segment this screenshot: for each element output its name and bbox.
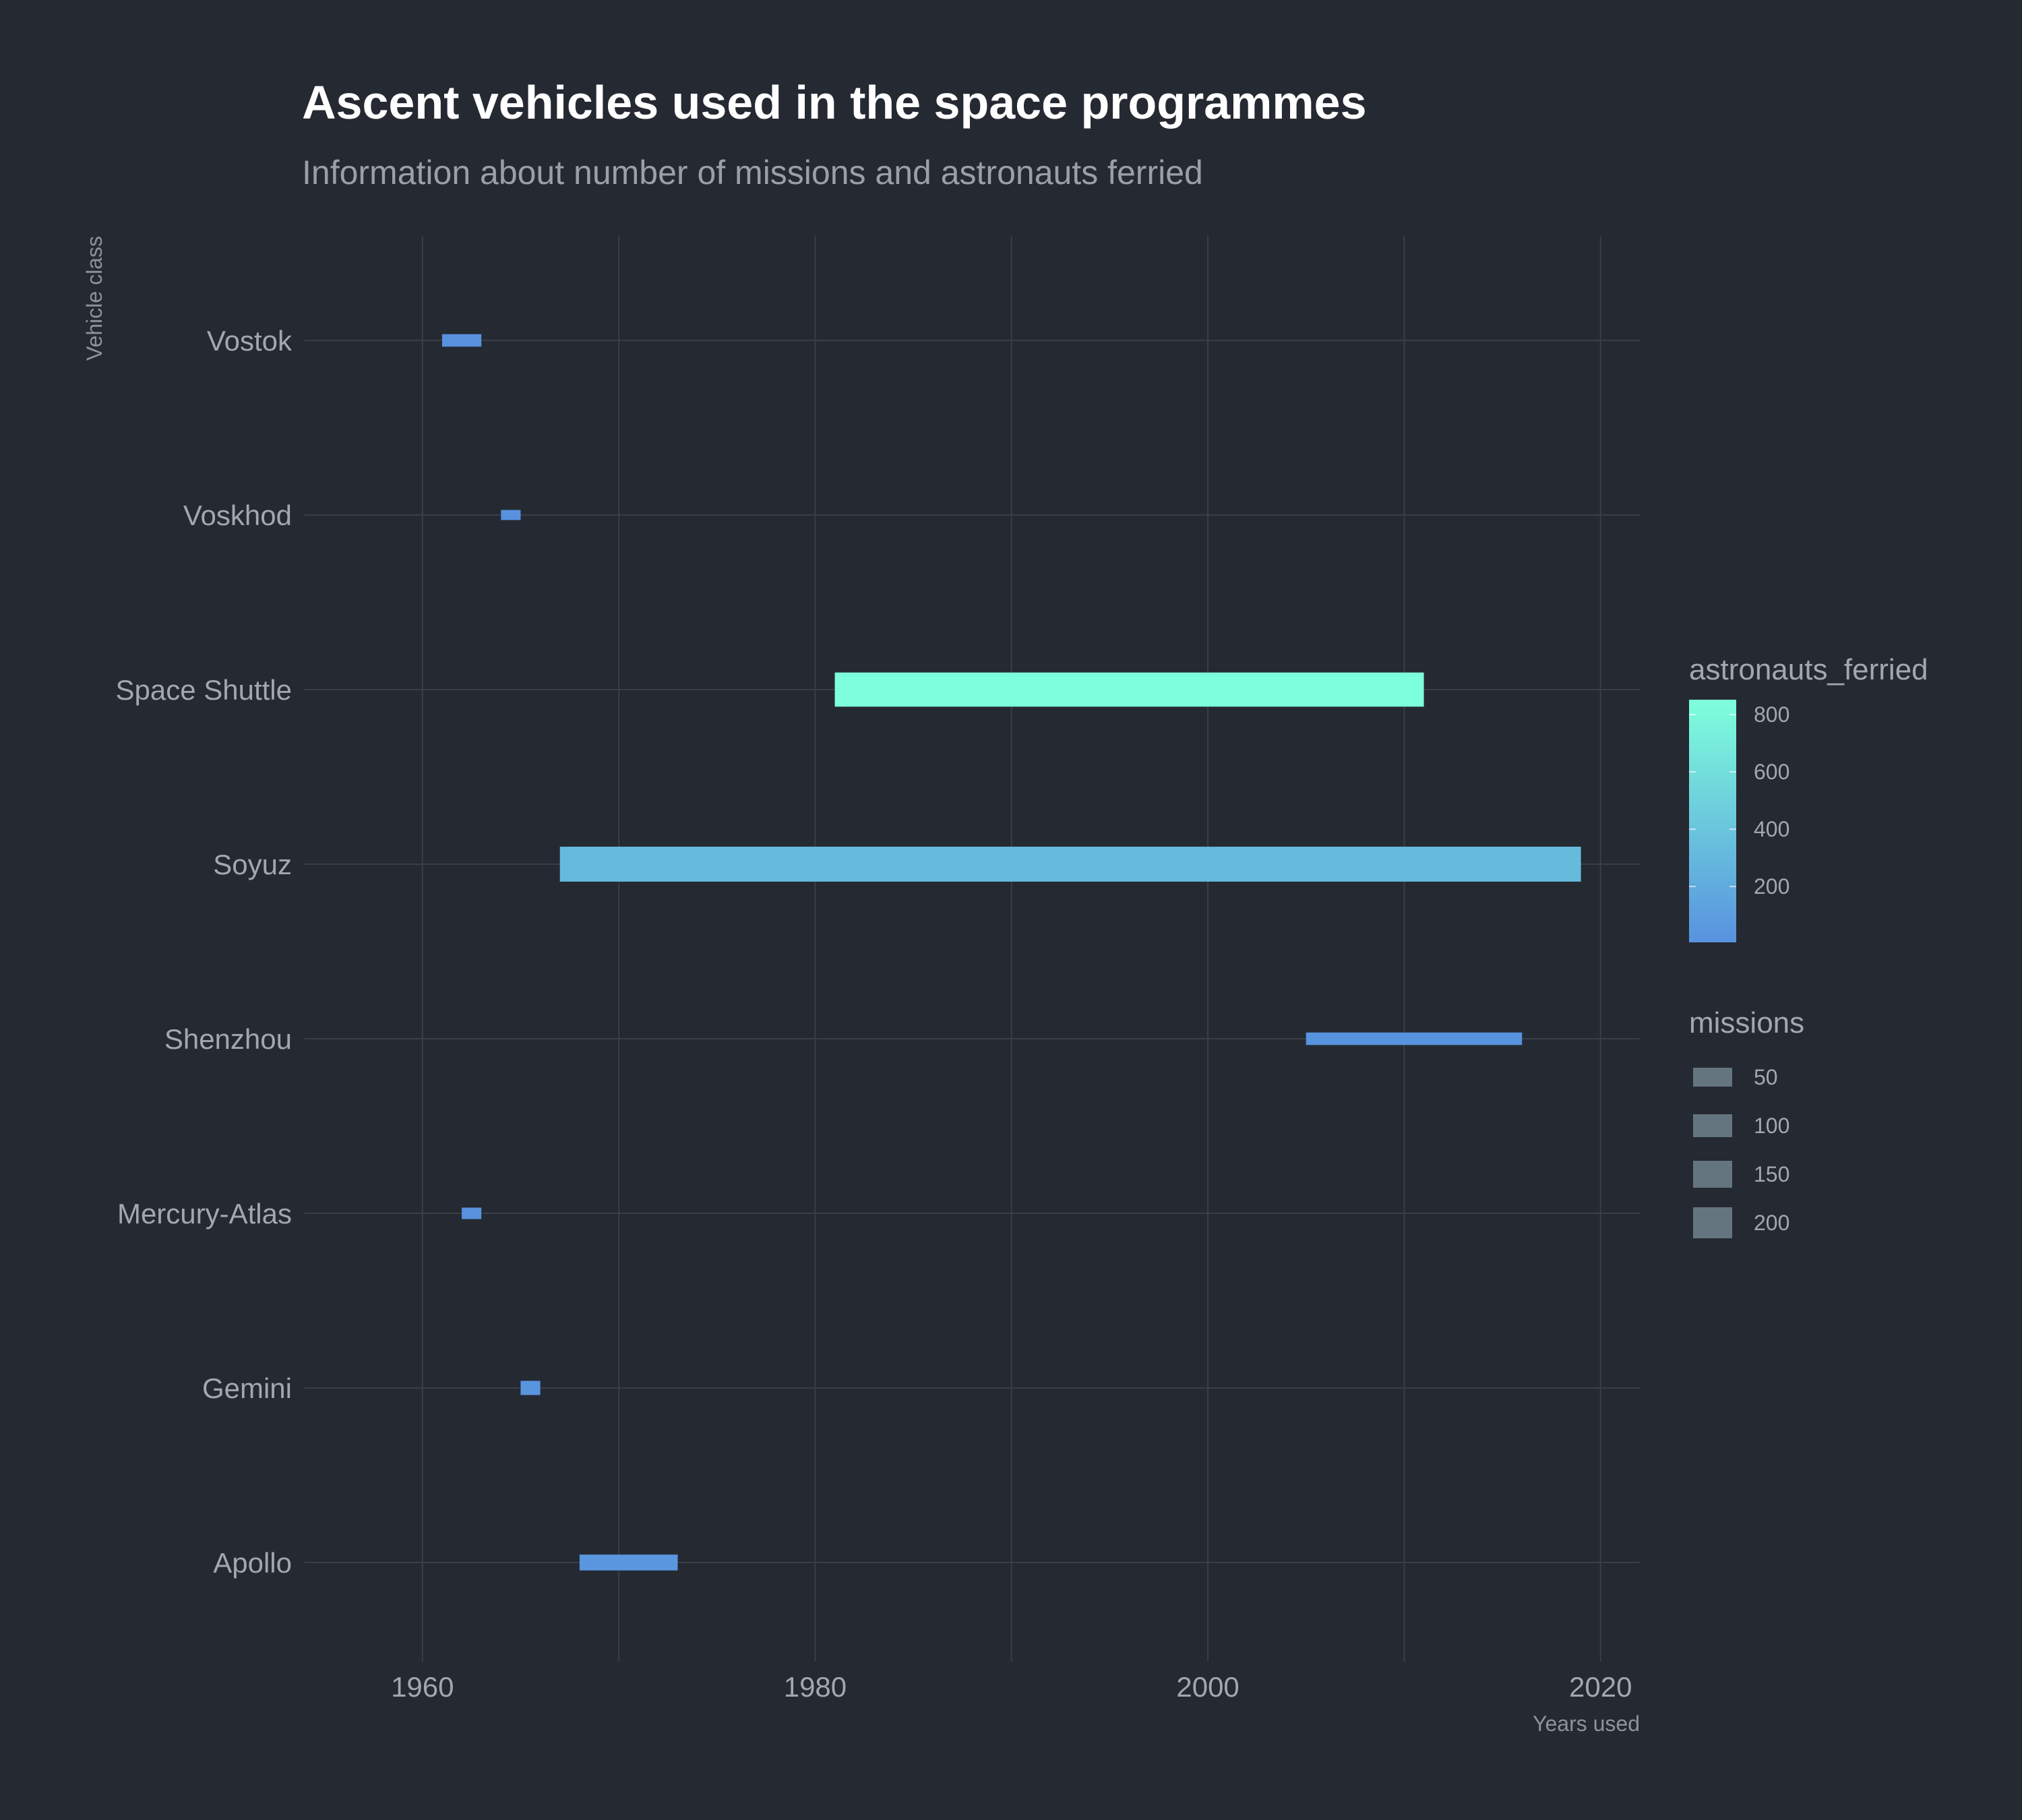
color-legend-ticks: 200 400 600 800 xyxy=(1689,702,1789,899)
y-tick-label: Mercury-Atlas xyxy=(117,1198,292,1230)
color-legend: astronauts_ferried 200 400 600 800 xyxy=(1689,653,1928,942)
chart-subtitle: Information about number of missions and… xyxy=(302,154,1203,191)
y-tick-label: Vostok xyxy=(207,325,293,357)
color-legend-label: 600 xyxy=(1754,760,1789,784)
y-axis-title: Vehicle class xyxy=(82,236,106,361)
bar-space-shuttle xyxy=(834,672,1424,707)
size-legend: missions 50 100 150 200 xyxy=(1689,1006,1804,1238)
size-legend-key xyxy=(1693,1068,1732,1087)
bar-apollo xyxy=(579,1554,678,1571)
y-tick-label: Voskhod xyxy=(183,499,292,531)
color-legend-label: 800 xyxy=(1754,702,1789,727)
x-tick-label: 1960 xyxy=(391,1671,454,1703)
y-tick-label: Apollo xyxy=(213,1547,292,1579)
bar-voskhod xyxy=(501,510,521,520)
size-legend-label: 100 xyxy=(1754,1114,1789,1138)
color-legend-title: astronauts_ferried xyxy=(1689,653,1928,686)
size-legend-key xyxy=(1693,1207,1732,1238)
size-legend-key xyxy=(1693,1114,1732,1137)
bar-soyuz xyxy=(559,847,1581,882)
y-tick-label: Gemini xyxy=(202,1372,292,1404)
bar-mercury-atlas xyxy=(462,1207,482,1219)
color-legend-label: 400 xyxy=(1754,817,1789,841)
color-legend-label: 200 xyxy=(1754,874,1789,899)
size-legend-keys: 50 100 150 200 xyxy=(1693,1065,1789,1238)
size-legend-label: 150 xyxy=(1754,1162,1789,1186)
x-tick-label: 2020 xyxy=(1569,1671,1632,1703)
y-tick-label: Soyuz xyxy=(213,849,292,880)
x-axis-title: Years used xyxy=(1533,1711,1640,1736)
bar-gemini xyxy=(520,1381,541,1395)
y-axis-tick-labels: Vostok Voskhod Space Shuttle Soyuz Shenzhou M… xyxy=(115,325,293,1579)
bars xyxy=(441,334,1581,1571)
size-legend-key xyxy=(1693,1161,1732,1188)
bar-shenzhou xyxy=(1306,1032,1523,1045)
x-tick-label: 1980 xyxy=(784,1671,847,1703)
size-legend-label: 200 xyxy=(1754,1211,1789,1235)
y-tick-label: Space Shuttle xyxy=(115,674,292,706)
size-legend-title: missions xyxy=(1689,1006,1804,1039)
grid xyxy=(305,236,1640,1662)
x-tick-label: 2000 xyxy=(1176,1671,1239,1703)
bar-vostok xyxy=(441,334,482,347)
y-tick-label: Shenzhou xyxy=(164,1023,292,1055)
x-axis-tick-labels: 1960 1980 2000 2020 xyxy=(391,1671,1632,1703)
color-legend-bar xyxy=(1689,700,1736,942)
size-legend-label: 50 xyxy=(1754,1065,1778,1089)
chart-title: Ascent vehicles used in the space progra… xyxy=(302,76,1367,129)
